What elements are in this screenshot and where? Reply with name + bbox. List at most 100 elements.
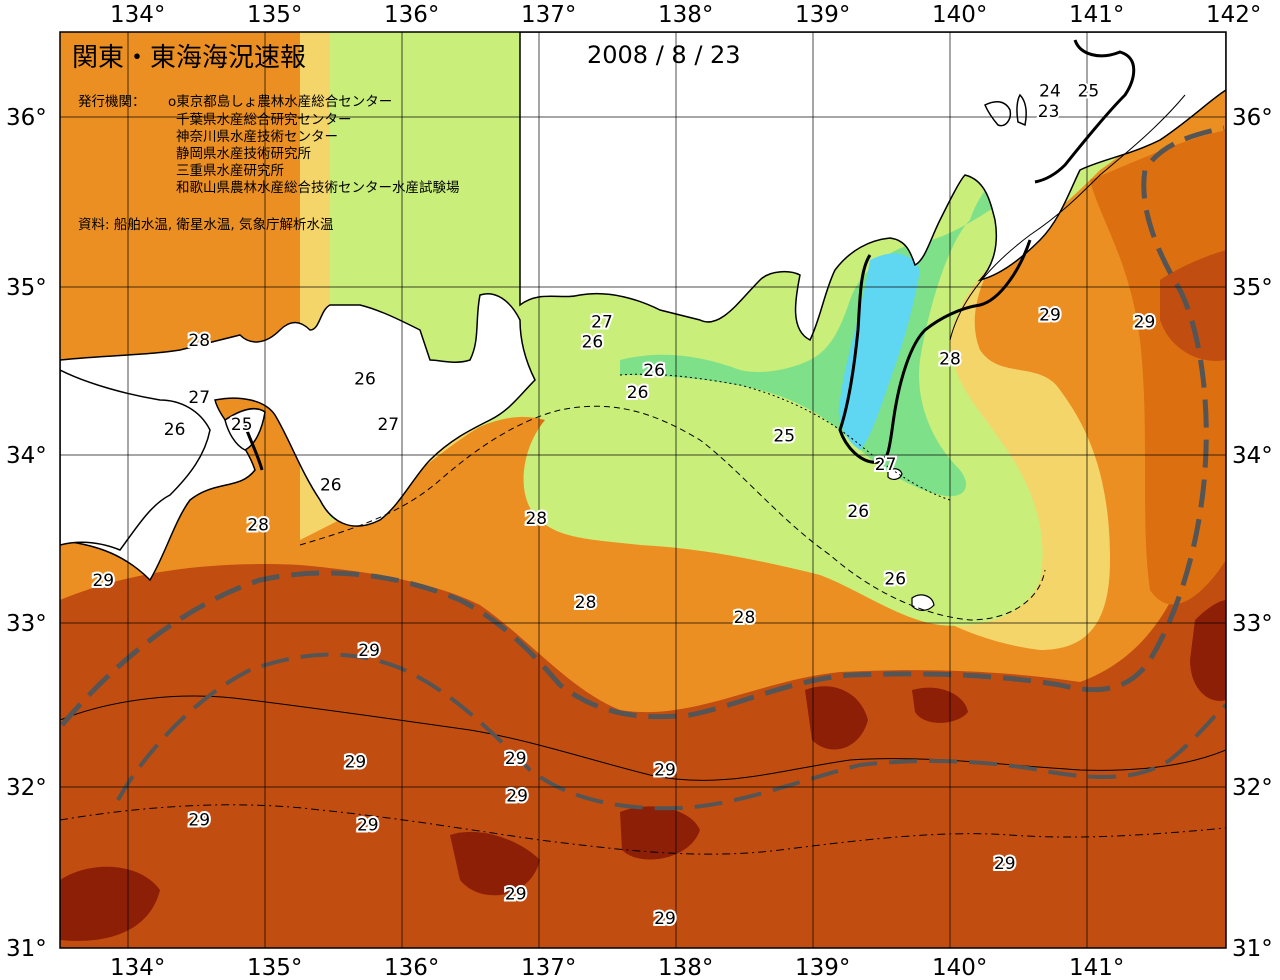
isotherm-label: 29: [357, 816, 379, 836]
sea-hot-patch: [620, 806, 700, 860]
lat-label-left: 33°: [6, 611, 47, 637]
graticule: [60, 32, 1226, 948]
land-miyake: [911, 594, 935, 611]
isotherm-label: 23: [1038, 102, 1060, 122]
isotherm-label: 26: [627, 383, 649, 403]
isotherm-label: 25: [773, 427, 795, 447]
lat-label-left: 31°: [6, 936, 47, 962]
isotherm-label: 29: [188, 811, 210, 831]
isotherm-label: 29: [994, 854, 1016, 874]
isotherm-label: 29: [92, 571, 114, 591]
lat-label-right: 33°: [1232, 611, 1273, 637]
lon-label-top: 137°: [521, 2, 576, 28]
map-date: 2008 / 8 / 23: [587, 41, 741, 69]
data-source: 資料: 船舶水温, 衛星水温, 気象庁解析水温: [78, 217, 334, 233]
lon-label-top: 139°: [795, 2, 850, 28]
sea-hot-patch: [60, 866, 160, 941]
lon-label-top: 142°: [1206, 2, 1261, 28]
left-latitude-labels: 36° 35° 34° 33° 32° 31°: [6, 105, 47, 962]
isotherm-label: 28: [247, 516, 269, 536]
isotherm-contours: [60, 94, 1226, 855]
isotherm-label: 29: [358, 641, 380, 661]
kuroshio-axis: [60, 125, 1226, 811]
lat-label-right: 36°: [1232, 105, 1273, 131]
lat-label-left: 36°: [6, 105, 47, 131]
isotherm-label: 26: [164, 420, 186, 440]
isotherm-label: 26: [847, 502, 869, 522]
isotherm-label: 29: [654, 909, 676, 929]
land-kii-peninsula: [60, 293, 536, 582]
lon-label-top: 136°: [384, 2, 439, 28]
isotherm-label: 28: [575, 593, 597, 613]
sea-28-zone: [1160, 250, 1226, 361]
sea-hot-patch: [450, 831, 540, 896]
isotherm-label: 29: [505, 749, 527, 769]
publisher-org: 三重県水産研究所: [176, 163, 284, 179]
isotherm-label: 26: [354, 369, 376, 389]
right-latitude-labels: 36° 35° 34° 33° 32° 31°: [1232, 105, 1273, 962]
publisher-block: 発行機関： o東京都島しょ農林水産総合センター 千葉県水産総合研究センター 神奈…: [78, 94, 460, 233]
lat-label-left: 35°: [6, 275, 47, 301]
lon-label-bottom: 138°: [658, 955, 713, 980]
lon-label-top: 138°: [658, 2, 713, 28]
land-tokai-coast: [519, 32, 1226, 342]
lon-label-bottom: 140°: [932, 955, 987, 980]
lon-label-top: 135°: [247, 2, 302, 28]
isotherm-label: 28: [188, 331, 210, 351]
publisher-label: 発行機関：: [78, 94, 146, 110]
publisher-org: 静岡県水産技術研究所: [176, 146, 311, 162]
isotherm-label: 28: [939, 349, 961, 369]
sea-hot-patch: [805, 686, 868, 750]
isotherm-label: 29: [654, 761, 676, 781]
lon-label-top: 134°: [110, 2, 165, 28]
land-izu-oshima: [887, 468, 903, 480]
bottom-longitude-labels: 134° 135° 136° 137° 138° 139° 140° 141°: [110, 955, 1124, 980]
map-title: 関東・東海海況速報: [72, 43, 306, 73]
isotherm-label: 27: [875, 455, 897, 475]
sea-28-zone: [1090, 130, 1226, 605]
isotherm-label: 26: [884, 569, 906, 589]
lat-label-right: 31°: [1232, 936, 1273, 962]
isotherm-label: 27: [188, 388, 210, 408]
lat-label-left: 34°: [6, 443, 47, 469]
isotherm-label: 29: [1039, 306, 1061, 326]
isotherm-label: 27: [591, 312, 613, 332]
top-longitude-labels: 134° 135° 136° 137° 138° 139° 140° 141° …: [110, 2, 1261, 28]
isotherm-label: 24: [1039, 82, 1061, 102]
lon-label-top: 141°: [1069, 2, 1124, 28]
lat-label-right: 34°: [1232, 443, 1273, 469]
isotherm-label: 26: [582, 333, 604, 353]
isotherm-label: 29: [505, 885, 527, 905]
land-shikoku: [60, 369, 211, 551]
publisher-org: 和歌山県農林水産総合技術センター水産試験場: [176, 180, 460, 196]
publisher-org: o東京都島しょ農林水産総合センター: [168, 94, 392, 110]
lat-label-right: 32°: [1232, 775, 1273, 801]
lat-label-left: 32°: [6, 775, 47, 801]
lon-label-bottom: 135°: [247, 955, 302, 980]
lat-label-right: 35°: [1232, 275, 1273, 301]
sea-24-zone: [838, 32, 1160, 450]
sea-hot-patch: [1190, 600, 1226, 701]
publisher-org: 神奈川県水産技術センター: [176, 129, 338, 145]
lon-label-bottom: 141°: [1069, 955, 1124, 980]
land-boso-lagoon: [984, 93, 1027, 127]
isotherm-label: 27: [377, 415, 399, 435]
lon-label-bottom: 136°: [384, 955, 439, 980]
lon-label-top: 140°: [932, 2, 987, 28]
lon-label-bottom: 134°: [110, 955, 165, 980]
isotherm-label: 28: [525, 509, 547, 529]
isotherm-label: 26: [320, 475, 342, 495]
isotherm-label: 26: [643, 361, 665, 381]
publisher-org: 千葉県水産総合研究センター: [176, 112, 352, 128]
isotherm-25-bold: [243, 39, 1136, 471]
isotherm-label: 25: [1078, 82, 1100, 102]
lon-label-bottom: 137°: [521, 955, 576, 980]
map-border: [59, 31, 1227, 949]
isotherm-label: 29: [345, 752, 367, 772]
sea-hot-patch: [912, 687, 968, 723]
lon-label-bottom: 139°: [795, 955, 850, 980]
isotherm-label: 29: [1134, 312, 1156, 332]
